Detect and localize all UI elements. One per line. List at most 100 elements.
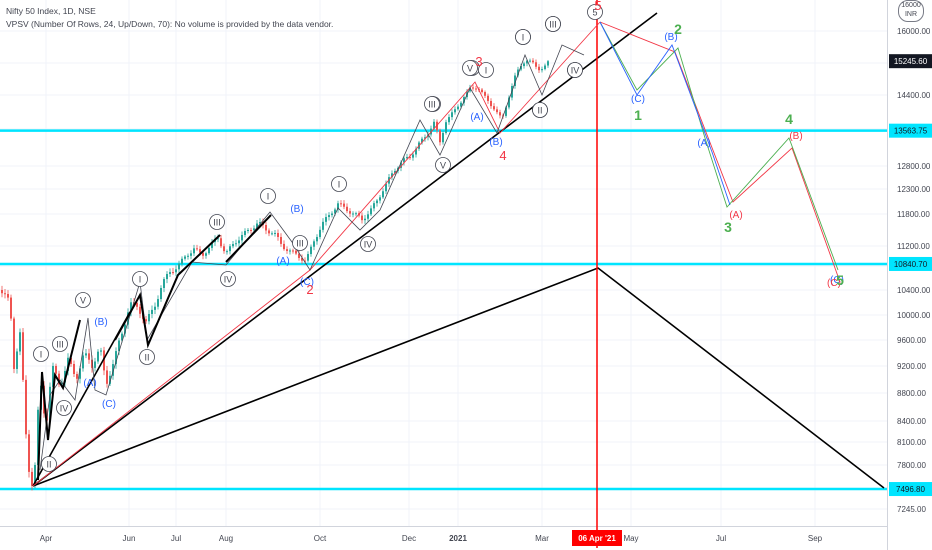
candle-body: [115, 351, 117, 365]
candle-body: [445, 122, 447, 133]
candle-body: [154, 306, 156, 310]
candle-body: [13, 318, 15, 369]
candle-body: [280, 236, 282, 244]
price-label-bg: [889, 482, 932, 497]
candle-body: [463, 97, 465, 103]
candle-body: [457, 106, 459, 110]
wave-circle: [209, 214, 225, 230]
candle-body: [88, 353, 90, 360]
date-label: 06 Apr '21: [572, 530, 622, 546]
candle-body: [298, 253, 300, 258]
wave-label-text: III: [549, 20, 557, 30]
candle-body: [160, 288, 162, 300]
candle-body: [316, 237, 318, 242]
candle-body: [208, 247, 210, 254]
candle-body: [184, 256, 186, 259]
price-label-bg: [889, 54, 932, 69]
candle-body: [205, 253, 207, 256]
candle-body: [514, 75, 516, 86]
candle-body: [391, 173, 393, 178]
blue-wave-label: (C): [631, 94, 645, 105]
candle-body: [79, 368, 81, 379]
triangle-line: [32, 267, 885, 489]
green-wave-label: 3: [724, 219, 732, 235]
blue-wave-label: (B): [94, 317, 107, 328]
y-tick-label: 14400.00: [897, 91, 931, 100]
green-projection: [599, 21, 839, 271]
candle-body: [409, 157, 411, 159]
candle-body: [400, 162, 402, 168]
circled-wave-label: III: [209, 214, 225, 230]
price-labels: 15245.60 13563.75 10840.70 7496.80 06 Apr '2…: [572, 54, 932, 546]
candle-body: [475, 88, 477, 90]
x-tick-label: Dec: [402, 534, 416, 543]
candle-body: [547, 61, 549, 66]
candle-body: [193, 248, 195, 254]
red-projection: [599, 21, 841, 283]
candlesticks: [1, 58, 549, 491]
candle-body: [187, 255, 189, 257]
candle-body: [532, 60, 534, 63]
candle-body: [169, 272, 171, 275]
impulse-2: [114, 234, 221, 349]
wave-paths: [32, 0, 885, 548]
candle-body: [235, 243, 237, 245]
candle-body: [136, 302, 138, 307]
candle-body: [253, 228, 255, 231]
candle-body: [313, 241, 315, 247]
y-tick-label: 12300.00: [897, 185, 931, 194]
price-label-bg: [889, 123, 932, 138]
candle-body: [364, 218, 366, 221]
candle-body: [529, 60, 531, 62]
candle-body: [361, 215, 363, 221]
chart-title: Nifty 50 Index, 1D, NSE: [6, 6, 96, 16]
y-tick-label: 7245.00: [897, 505, 926, 514]
wave-label-text: IV: [571, 66, 580, 76]
circled-wave-label: IV: [56, 400, 72, 416]
candle-body: [343, 203, 345, 207]
candle-body: [259, 222, 261, 224]
candle-body: [370, 208, 372, 215]
candle-body: [538, 66, 540, 71]
time-axis[interactable]: Apr Jun Jul Aug Oct Dec 2021 Mar May Jul Sep: [40, 534, 823, 543]
wave-label-text: IV: [60, 404, 69, 414]
candle-body: [250, 229, 252, 231]
price-label: 13563.75: [889, 123, 932, 138]
candle-body: [484, 92, 486, 96]
impulse-1: [37, 319, 81, 481]
red-wave-label: (B): [789, 131, 802, 142]
candle-body: [166, 274, 168, 280]
wave-circle: [360, 236, 376, 252]
candle-body: [289, 250, 291, 252]
candle-body: [16, 351, 18, 369]
candle-body: [190, 253, 192, 256]
candle-body: [223, 246, 225, 252]
candle-body: [487, 95, 489, 101]
blue-wave-label: (A): [470, 112, 483, 123]
candle-body: [523, 63, 525, 67]
candle-body: [139, 306, 141, 314]
candle-body: [247, 229, 249, 232]
candle-body: [493, 106, 495, 110]
candle-body: [103, 350, 105, 371]
candle-body: [1, 290, 3, 294]
red-wave-label: (A): [729, 210, 742, 221]
horizontal-levels: [0, 129, 887, 491]
circled-wave-label: II: [532, 102, 548, 118]
wave-circle: [435, 157, 451, 173]
candle-body: [526, 60, 528, 64]
candle-body: [196, 248, 198, 250]
currency-badge[interactable]: 16000 INR: [898, 0, 924, 22]
blue-wave-label: (C): [830, 275, 844, 286]
wave-label-text: V: [440, 161, 446, 171]
candle-body: [499, 112, 501, 116]
candle-body: [304, 260, 306, 262]
circled-wave-label: III: [545, 16, 561, 32]
candle-body: [379, 197, 381, 201]
candle-body: [265, 224, 267, 231]
wave-label-text: I: [522, 33, 525, 43]
candle-body: [112, 364, 114, 376]
candle-body: [472, 87, 474, 89]
candle-body: [439, 130, 441, 143]
